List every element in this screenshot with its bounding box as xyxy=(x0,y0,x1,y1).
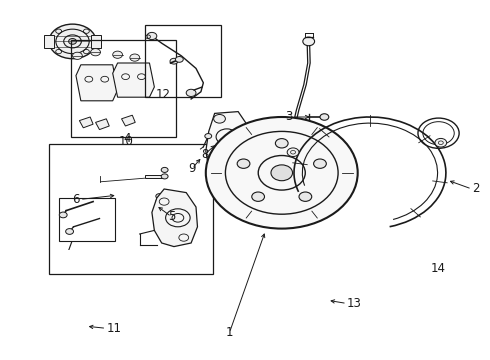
Circle shape xyxy=(303,37,315,46)
Bar xyxy=(49,144,213,274)
Circle shape xyxy=(59,212,67,218)
Circle shape xyxy=(170,58,178,64)
Circle shape xyxy=(271,165,293,181)
Text: 14: 14 xyxy=(431,262,446,275)
Text: 12: 12 xyxy=(156,88,171,101)
Circle shape xyxy=(161,167,168,172)
Bar xyxy=(44,35,54,48)
Circle shape xyxy=(214,114,225,123)
Text: 5: 5 xyxy=(168,210,175,223)
Text: 11: 11 xyxy=(106,322,122,335)
Circle shape xyxy=(147,32,157,40)
Bar xyxy=(145,25,220,97)
Text: 4: 4 xyxy=(123,132,131,145)
Text: 1: 1 xyxy=(225,327,233,339)
Circle shape xyxy=(156,199,163,204)
Circle shape xyxy=(237,159,250,168)
Text: 6: 6 xyxy=(73,193,80,206)
Circle shape xyxy=(320,114,329,120)
Text: 2: 2 xyxy=(472,183,479,195)
Circle shape xyxy=(66,229,74,234)
Circle shape xyxy=(49,24,96,59)
Circle shape xyxy=(314,159,326,168)
Circle shape xyxy=(91,49,100,56)
Polygon shape xyxy=(206,112,250,178)
Polygon shape xyxy=(122,115,135,126)
Circle shape xyxy=(206,117,358,229)
Circle shape xyxy=(275,139,288,148)
Polygon shape xyxy=(152,189,197,247)
Circle shape xyxy=(113,51,122,58)
Text: 3: 3 xyxy=(285,111,293,123)
Circle shape xyxy=(294,176,299,180)
Circle shape xyxy=(130,54,140,61)
Circle shape xyxy=(186,89,196,96)
Circle shape xyxy=(435,138,447,147)
Circle shape xyxy=(287,148,299,157)
Bar xyxy=(59,198,115,241)
Bar xyxy=(145,175,163,178)
Circle shape xyxy=(207,164,217,171)
Bar xyxy=(71,40,176,137)
Circle shape xyxy=(252,192,265,201)
Text: 7: 7 xyxy=(66,240,74,253)
Text: 13: 13 xyxy=(347,297,362,310)
Text: 8: 8 xyxy=(201,148,209,161)
Bar xyxy=(91,35,101,48)
Circle shape xyxy=(73,52,82,59)
Circle shape xyxy=(205,134,212,139)
Circle shape xyxy=(237,128,246,135)
Polygon shape xyxy=(76,65,118,101)
Polygon shape xyxy=(96,119,109,130)
Polygon shape xyxy=(113,63,154,97)
Circle shape xyxy=(161,174,168,179)
Polygon shape xyxy=(79,117,93,128)
Circle shape xyxy=(69,39,76,44)
Text: 10: 10 xyxy=(119,135,134,148)
Circle shape xyxy=(299,192,312,201)
Circle shape xyxy=(156,194,163,199)
Circle shape xyxy=(175,57,183,62)
Text: 9: 9 xyxy=(188,162,196,175)
